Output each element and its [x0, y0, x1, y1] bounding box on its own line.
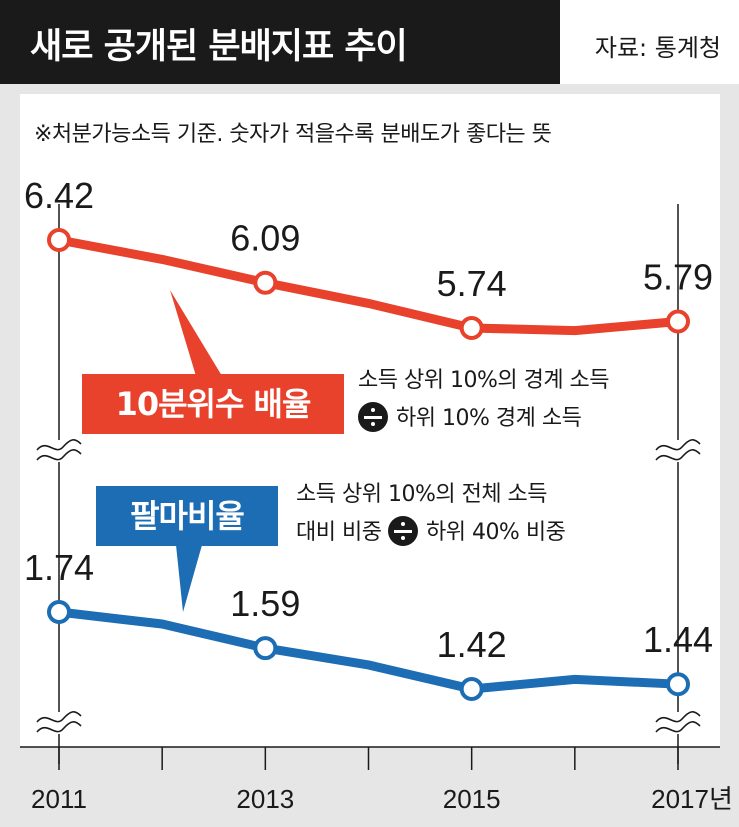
- axis-break-wave: [655, 721, 701, 733]
- palma-ratio-desc-line1: 소득 상위 10%의 전체 소득: [296, 482, 548, 507]
- division-icon: [387, 516, 418, 546]
- data-label: 6.42: [24, 175, 94, 216]
- data-label: 5.79: [643, 257, 713, 298]
- data-point: [253, 636, 278, 661]
- data-label: 6.09: [230, 218, 300, 259]
- series-line: [54, 607, 683, 694]
- palma-ratio-description: 소득 상위 10%의 전체 소득 대비 비중 하위 40% 비중: [296, 476, 566, 552]
- palma-ratio-desc-line2-row: 대비 비중 하위 40% 비중: [296, 514, 566, 552]
- axis-break-wave: [36, 439, 82, 451]
- chart-note: ※처분가능소득 기준. 숫자가 적을수록 분배도가 좋다는 뜻: [34, 122, 552, 147]
- data-label: 1.42: [437, 624, 507, 665]
- data-label: 5.74: [437, 263, 507, 304]
- decile-ratio-desc-line2: 하위 10% 경계 소득: [396, 406, 582, 431]
- data-label: 1.44: [643, 619, 713, 660]
- division-icon: [358, 402, 388, 432]
- axis-break-wave: [655, 449, 701, 461]
- series-label-palma-ratio: 팔마비율: [96, 486, 278, 546]
- badge-pointer-red: [170, 290, 222, 376]
- data-point: [47, 228, 71, 252]
- x-tick-label: 2011: [31, 784, 87, 814]
- source-label: 자료: 통계청: [594, 34, 721, 62]
- data-point: [666, 309, 690, 334]
- axis-break-symbol: [655, 439, 701, 462]
- decile-ratio-description: 소득 상위 10%의 경계 소득 하위 10% 경계 소득: [358, 362, 610, 438]
- axis-break-symbol: [655, 711, 701, 734]
- axis-break-wave: [36, 711, 82, 723]
- axis-break-wave: [655, 439, 701, 451]
- data-label: 1.74: [24, 547, 94, 588]
- axis-break-wave: [36, 721, 82, 733]
- page-title: 새로 공개된 분배지표 추이: [30, 27, 408, 67]
- palma-ratio-desc-line2a: 대비 비중: [296, 520, 382, 545]
- x-tick-label: 2013: [236, 784, 294, 814]
- axis-break-symbol: [36, 711, 82, 734]
- decile-ratio-desc-line2-row: 하위 10% 경계 소득: [358, 400, 609, 438]
- data-point: [666, 672, 690, 697]
- x-tick-label: 2015: [443, 784, 501, 814]
- data-point: [459, 316, 484, 340]
- axis-break-wave: [36, 449, 82, 461]
- header: 새로 공개된 분배지표 추이 자료: 통계청: [0, 0, 739, 84]
- data-point: [47, 600, 71, 624]
- title-bar: 새로 공개된 분배지표 추이: [0, 0, 560, 84]
- badge-pointer-blue: [176, 545, 202, 612]
- palma-ratio-desc-line2b: 하위 40% 비중: [425, 520, 566, 545]
- series-label-decile-ratio: 10분위수 배율: [82, 374, 344, 434]
- decile-ratio-desc-line1: 소득 상위 10%의 경계 소득: [358, 368, 610, 393]
- data-point: [253, 270, 278, 295]
- axis-break-symbol: [36, 439, 82, 462]
- axis-break-wave: [655, 711, 701, 723]
- series-line: [54, 235, 683, 336]
- x-tick-label: 2017년: [651, 784, 733, 814]
- data-label: 1.59: [230, 583, 300, 624]
- data-point: [459, 677, 484, 701]
